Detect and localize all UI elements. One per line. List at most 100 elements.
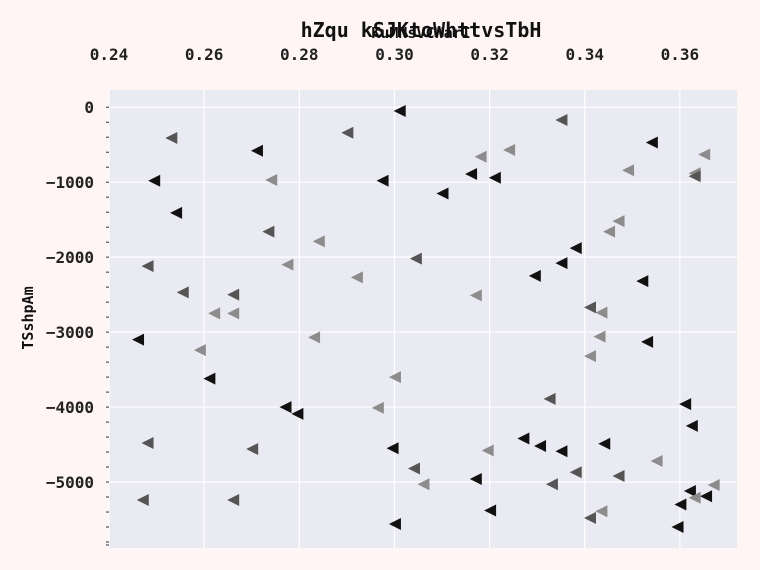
data-point bbox=[555, 445, 568, 458]
data-point bbox=[227, 494, 240, 507]
data-point bbox=[569, 466, 582, 479]
data-point bbox=[312, 235, 325, 248]
data-point bbox=[136, 494, 149, 507]
data-point bbox=[671, 521, 684, 534]
data-point bbox=[622, 164, 635, 177]
data-point bbox=[583, 350, 596, 363]
data-point bbox=[386, 442, 399, 455]
data-point bbox=[227, 307, 240, 320]
data-point bbox=[141, 437, 154, 450]
data-point bbox=[583, 512, 596, 525]
data-point bbox=[350, 271, 363, 284]
data-point bbox=[484, 504, 497, 517]
data-point bbox=[650, 455, 663, 468]
data-point bbox=[246, 443, 259, 456]
data-point bbox=[193, 344, 206, 357]
data-point bbox=[641, 335, 654, 348]
data-point bbox=[208, 307, 221, 320]
data-point bbox=[679, 398, 692, 411]
y-tick-label: −1000 bbox=[46, 173, 94, 192]
data-point bbox=[165, 131, 178, 144]
data-point bbox=[534, 440, 547, 453]
data-point bbox=[262, 225, 275, 238]
data-point bbox=[388, 518, 401, 531]
data-point bbox=[598, 437, 611, 450]
data-point bbox=[612, 470, 625, 483]
data-point bbox=[436, 187, 449, 200]
x-tick-label: 0.34 bbox=[565, 45, 604, 64]
data-point bbox=[308, 331, 321, 344]
x-tick-label: 0.26 bbox=[185, 45, 224, 64]
data-point bbox=[281, 258, 294, 271]
data-point bbox=[203, 372, 216, 385]
data-point bbox=[409, 252, 422, 265]
data-point bbox=[417, 478, 430, 491]
data-point bbox=[595, 505, 608, 518]
data-point bbox=[291, 407, 304, 420]
data-point bbox=[612, 215, 625, 228]
x-tick-label: 0.24 bbox=[90, 45, 129, 64]
data-point bbox=[469, 473, 482, 486]
data-point bbox=[176, 286, 189, 299]
data-point bbox=[683, 485, 696, 498]
x-tick-label: 0.30 bbox=[375, 45, 414, 64]
y-tick-labels: 0 −1000 −2000 −3000 −4000 −5000 bbox=[46, 98, 94, 492]
data-point bbox=[707, 479, 720, 492]
data-point bbox=[481, 444, 494, 457]
data-point bbox=[593, 330, 606, 343]
grid-lines bbox=[108, 90, 737, 548]
data-point bbox=[488, 171, 501, 184]
data-point bbox=[265, 173, 278, 186]
data-point bbox=[465, 167, 478, 180]
data-point bbox=[341, 126, 354, 139]
y-tick-label: 0 bbox=[84, 98, 94, 117]
data-points bbox=[132, 104, 720, 534]
data-point bbox=[148, 174, 161, 187]
x-tick-label: 0.36 bbox=[661, 45, 700, 64]
data-point bbox=[688, 170, 701, 183]
data-point bbox=[376, 174, 389, 187]
chart-title: hZqu kSJKtoWhttvsTbH bbox=[301, 18, 542, 42]
x-tick-label: 0.32 bbox=[470, 45, 509, 64]
x-tick-label: 0.28 bbox=[280, 45, 319, 64]
data-point bbox=[393, 104, 406, 117]
x-axis-label: KuMNsVCWarI bbox=[371, 24, 470, 42]
minor-ticks bbox=[106, 106, 109, 546]
data-point bbox=[545, 478, 558, 491]
data-point bbox=[517, 432, 530, 445]
y-axis-label: TSshpAm bbox=[19, 286, 37, 349]
x-tick-labels: 0.24 0.26 0.28 0.30 0.32 0.34 0.36 bbox=[90, 45, 699, 64]
data-point bbox=[469, 289, 482, 302]
data-point bbox=[170, 206, 183, 219]
data-point bbox=[698, 148, 711, 161]
y-tick-label: −2000 bbox=[46, 248, 94, 267]
data-point bbox=[388, 371, 401, 384]
data-point bbox=[636, 275, 649, 288]
data-point bbox=[603, 225, 616, 238]
y-tick-label: −5000 bbox=[46, 473, 94, 492]
data-point bbox=[407, 462, 420, 475]
data-point bbox=[555, 113, 568, 126]
data-point bbox=[141, 260, 154, 273]
data-point bbox=[674, 498, 687, 511]
data-point bbox=[250, 144, 263, 157]
data-point bbox=[595, 306, 608, 319]
plot-area bbox=[109, 90, 737, 548]
data-point bbox=[645, 136, 658, 149]
y-tick-label: −3000 bbox=[46, 323, 94, 342]
data-point bbox=[503, 143, 516, 156]
data-point bbox=[583, 301, 596, 314]
data-point bbox=[569, 242, 582, 255]
data-point bbox=[700, 490, 713, 503]
data-point bbox=[555, 257, 568, 270]
data-point bbox=[279, 401, 292, 414]
data-point bbox=[543, 392, 556, 405]
data-point bbox=[132, 333, 145, 346]
data-point bbox=[528, 269, 541, 282]
y-tick-label: −4000 bbox=[46, 398, 94, 417]
data-point bbox=[227, 288, 240, 301]
data-point bbox=[685, 419, 698, 432]
data-point bbox=[371, 401, 384, 414]
data-point bbox=[688, 491, 701, 504]
